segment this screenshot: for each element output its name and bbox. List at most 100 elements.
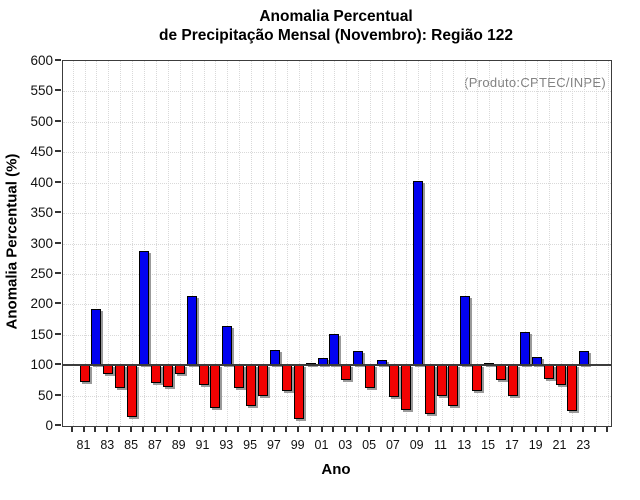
v-gridline: [72, 61, 74, 426]
v-gridline: [608, 61, 610, 426]
v-gridline: [334, 61, 336, 426]
y-tick-550: [55, 89, 61, 92]
y-tick-label-250: 250: [30, 265, 53, 281]
y-tick-label-350: 350: [30, 205, 53, 221]
x-tick: [427, 427, 430, 432]
x-tick: [344, 427, 347, 432]
v-gridline: [155, 61, 157, 426]
y-tick-label-100: 100: [30, 357, 53, 373]
x-tick: [177, 427, 180, 432]
x-tick: [153, 427, 156, 432]
x-tick: [463, 427, 466, 432]
x-tick: [82, 427, 85, 432]
y-tick-label-200: 200: [30, 296, 53, 312]
chart-title: Anomalia Percentual de Precipitação Mens…: [62, 7, 610, 45]
v-gridline: [251, 61, 253, 426]
y-tick-label-500: 500: [30, 113, 53, 129]
v-gridline: [203, 61, 205, 426]
x-tick-label-15: 15: [481, 438, 496, 452]
x-tick: [439, 427, 442, 432]
x-tick-label-97: 97: [266, 438, 281, 452]
x-tick-label-07: 07: [385, 438, 400, 452]
y-tick-label-550: 550: [30, 83, 53, 99]
v-gridline: [227, 61, 229, 426]
x-tick: [380, 427, 382, 432]
x-tick: [546, 427, 549, 432]
x-tick: [403, 427, 406, 432]
y-tick-350: [55, 211, 61, 214]
x-tick: [356, 427, 359, 432]
x-tick-label-19: 19: [528, 438, 543, 452]
v-gridline: [108, 61, 110, 426]
v-gridline: [441, 61, 443, 426]
v-gridline: [322, 61, 324, 426]
y-tick-label-300: 300: [30, 235, 53, 251]
y-tick-label-150: 150: [30, 326, 53, 342]
v-gridline: [132, 61, 134, 426]
x-tick: [213, 427, 216, 432]
x-tick: [106, 427, 109, 432]
x-tick: [165, 427, 168, 432]
bar-1998: [281, 365, 292, 391]
x-tick: [249, 427, 252, 432]
bar-2002: [329, 334, 340, 366]
x-tick: [606, 427, 609, 432]
chart-title-line2: de Precipitação Mensal (Novembro): Regiã…: [158, 27, 514, 44]
v-gridline: [167, 61, 169, 426]
x-tick: [320, 427, 323, 432]
x-tick: [261, 427, 263, 432]
v-gridline: [548, 61, 550, 426]
bar-2005: [365, 365, 376, 389]
v-gridline: [144, 61, 145, 426]
v-gridline: [572, 61, 574, 426]
x-tick: [296, 427, 299, 432]
bar-2008: [400, 365, 411, 410]
x-tick: [558, 427, 561, 432]
baseline-100: [63, 364, 611, 367]
v-gridline: [179, 61, 181, 426]
h-gridline-350: [63, 213, 611, 215]
x-tick: [130, 427, 133, 432]
v-gridline: [274, 61, 276, 426]
v-gridline: [84, 61, 86, 426]
bar-2017: [507, 365, 518, 396]
x-tick-label-91: 91: [195, 438, 210, 452]
x-tick-label-21: 21: [552, 438, 567, 452]
bar-1984: [115, 365, 126, 388]
bar-2009: [412, 181, 423, 366]
bar-2011: [436, 365, 447, 396]
x-tick-label-23: 23: [576, 438, 591, 452]
x-tick: [118, 427, 121, 432]
x-tick: [142, 427, 144, 432]
x-tick: [225, 427, 228, 432]
v-gridline: [560, 61, 562, 426]
x-tick: [582, 427, 585, 432]
x-tick-label-81: 81: [76, 438, 91, 452]
y-tick-100: [55, 363, 61, 366]
x-tick: [487, 427, 490, 432]
v-gridline: [96, 61, 98, 426]
bar-1991: [198, 365, 209, 385]
x-tick-label-87: 87: [147, 438, 162, 452]
bar-2007: [388, 365, 399, 397]
x-tick-label-17: 17: [504, 438, 519, 452]
v-gridline: [370, 61, 372, 426]
v-gridline: [536, 61, 538, 426]
bar-2004: [353, 351, 364, 366]
bar-2023: [579, 351, 590, 366]
h-gridline-400: [63, 182, 611, 184]
y-tick-0: [55, 424, 61, 426]
v-gridline: [310, 61, 312, 426]
v-gridline: [429, 61, 431, 426]
bar-1994: [234, 365, 245, 388]
h-gridline-250: [63, 273, 611, 275]
x-tick: [475, 427, 478, 432]
bar-1990: [186, 296, 197, 366]
x-tick: [534, 427, 537, 432]
bar-2013: [460, 295, 471, 366]
x-tick: [201, 427, 204, 432]
x-tick: [189, 427, 192, 432]
v-gridline: [120, 61, 122, 426]
x-tick: [332, 427, 335, 432]
